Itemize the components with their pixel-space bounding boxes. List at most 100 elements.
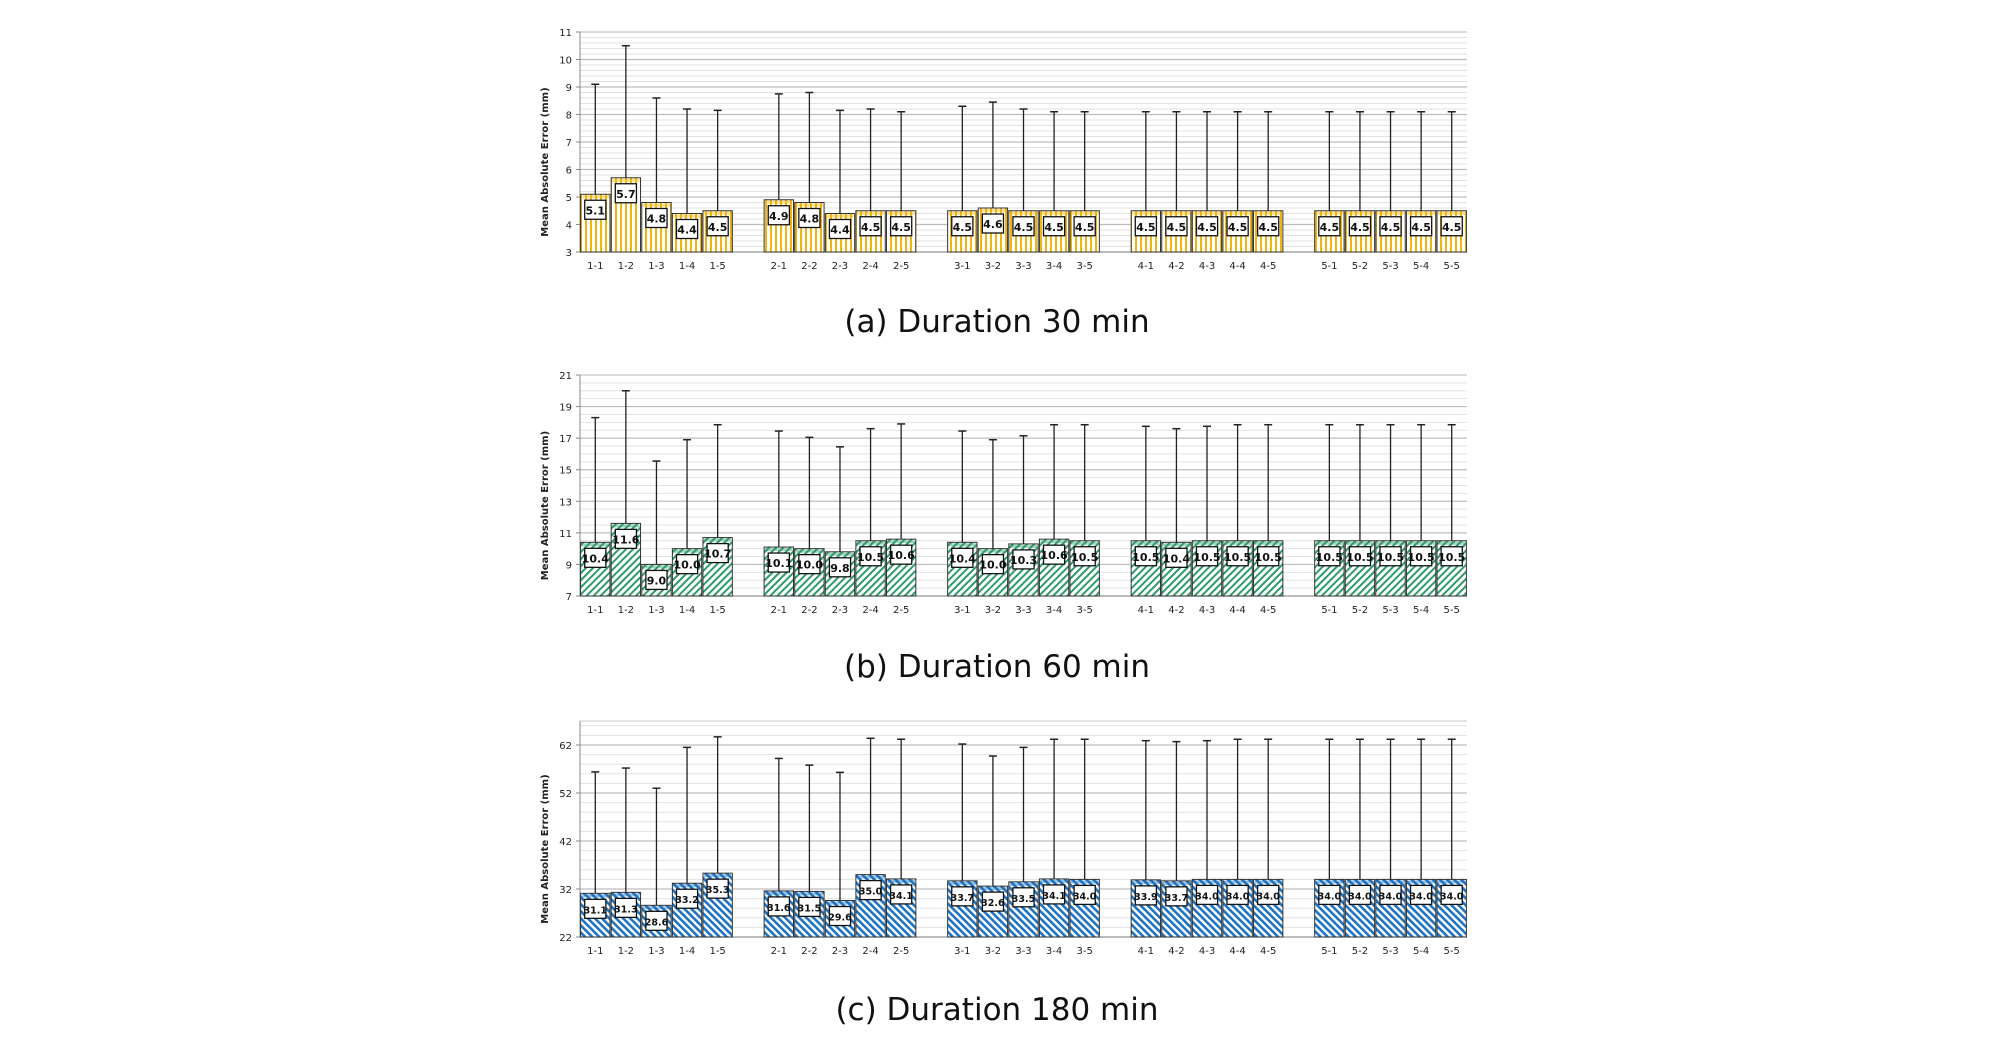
data-label: 10.1	[765, 557, 792, 570]
data-label-box	[889, 884, 913, 905]
x-tick-label: 4-2	[1168, 605, 1184, 616]
bar-top-band	[1438, 541, 1466, 545]
x-tick-label: 3-1	[954, 605, 970, 616]
bar-top-band	[673, 549, 701, 553]
data-label-box	[614, 897, 638, 919]
data-label-box	[645, 910, 668, 931]
data-label: 4.8	[800, 213, 820, 226]
data-label-box	[951, 886, 974, 907]
bar-top-band	[581, 894, 609, 898]
bar-top-band	[979, 549, 1007, 553]
x-tick-label: 4-5	[1260, 261, 1276, 272]
data-label-box	[1409, 546, 1433, 567]
data-label-box	[1165, 216, 1188, 237]
data-label: 34.0	[1409, 891, 1433, 902]
data-label: 29.6	[828, 913, 852, 924]
data-label-box	[1226, 216, 1249, 237]
bar-top-band	[1040, 540, 1068, 544]
data-label: 4.5	[1136, 221, 1156, 234]
bar-top-band	[642, 906, 671, 910]
y-tick-label: 8	[566, 111, 572, 122]
bar-top-band	[795, 892, 824, 896]
data-label-box	[1195, 884, 1219, 906]
data-label: 10.0	[673, 559, 700, 572]
bar-top-band	[1223, 880, 1252, 884]
y-tick-label: 9	[566, 560, 572, 571]
data-label-box	[1012, 216, 1035, 237]
x-tick-label: 5-3	[1382, 605, 1398, 616]
x-tick-label: 2-5	[893, 605, 909, 616]
data-label: 34.0	[1379, 891, 1403, 902]
bar-top-band	[581, 195, 609, 199]
data-label: 4.5	[1075, 221, 1095, 234]
data-label-box	[1012, 549, 1035, 570]
data-label: 4.5	[1014, 221, 1034, 234]
bar-top-band	[1346, 541, 1374, 545]
x-tick-label: 2-1	[771, 605, 787, 616]
chart-1: 7 9 11 13 15 17 19 21 Mean Absolute Error (mm) 10…	[540, 371, 1467, 685]
data-label-box	[1073, 884, 1096, 906]
x-tick-label: 4-3	[1199, 946, 1215, 957]
x-tick-label: 4-1	[1138, 605, 1154, 616]
x-tick-label: 2-3	[832, 261, 848, 272]
x-tick-label: 3-3	[1015, 605, 1031, 616]
bar-top-band	[1223, 541, 1252, 545]
bar-top-band	[1132, 541, 1160, 545]
bar-top-band	[765, 200, 793, 204]
data-label: 4.5	[953, 221, 973, 234]
x-tick-label: 2-5	[893, 946, 909, 957]
x-tick-label: 2-1	[771, 946, 787, 957]
data-label-box	[1409, 884, 1433, 906]
bar-top-band	[1223, 211, 1252, 215]
data-label: 4.6	[983, 218, 1003, 231]
y-tick-label: 52	[559, 789, 572, 800]
x-tick-label: 3-1	[954, 261, 970, 272]
data-label: 34.1	[889, 891, 912, 902]
data-label: 31.1	[584, 905, 607, 916]
bar-top-band	[703, 538, 732, 542]
data-label: 4.4	[830, 224, 850, 237]
data-label-box	[1042, 544, 1066, 565]
data-label: 9.8	[830, 562, 850, 575]
data-label-box	[584, 547, 607, 568]
bar-top-band	[1040, 211, 1068, 215]
data-label-box	[706, 878, 729, 899]
data-label-box	[859, 216, 882, 237]
bar-top-band	[612, 893, 640, 897]
data-label: 35.0	[859, 887, 883, 898]
data-label: 10.5	[1071, 551, 1098, 564]
x-tick-label: 5-5	[1444, 946, 1460, 957]
y-tick-label: 13	[559, 497, 572, 508]
bar-top-band	[1254, 541, 1282, 545]
x-tick-label: 2-2	[801, 605, 817, 616]
x-tick-label: 5-1	[1321, 605, 1337, 616]
bar-top-band	[856, 541, 885, 545]
data-label-box	[798, 553, 821, 575]
data-label: 33.7	[951, 893, 974, 904]
data-label: 10.6	[1041, 549, 1068, 562]
bar-top-band	[887, 211, 915, 215]
bar-top-band	[826, 552, 854, 556]
x-tick-label: 5-5	[1444, 605, 1460, 616]
bar-top-band	[1407, 880, 1435, 884]
y-tick-label: 42	[559, 837, 572, 848]
x-tick-label: 5-3	[1382, 946, 1398, 957]
data-label-box	[1165, 547, 1188, 568]
x-tick-label: 4-3	[1199, 261, 1215, 272]
data-label: 10.4	[582, 552, 609, 565]
x-tick-label: 1-1	[587, 605, 603, 616]
x-tick-label: 5-2	[1352, 605, 1368, 616]
bar-top-band	[703, 211, 732, 215]
x-tick-label: 3-2	[985, 605, 1001, 616]
data-label: 31.5	[798, 903, 821, 914]
data-label-box	[1226, 884, 1249, 906]
y-tick-label: 15	[559, 466, 572, 477]
data-label: 34.0	[1256, 891, 1280, 902]
data-label: 31.3	[614, 904, 637, 915]
data-label: 32.6	[981, 898, 1005, 909]
data-label-box	[767, 896, 791, 917]
bar-top-band	[1254, 211, 1282, 215]
data-label-box	[1256, 546, 1280, 567]
data-label-box	[1348, 884, 1372, 906]
bar-top-band	[948, 881, 977, 885]
